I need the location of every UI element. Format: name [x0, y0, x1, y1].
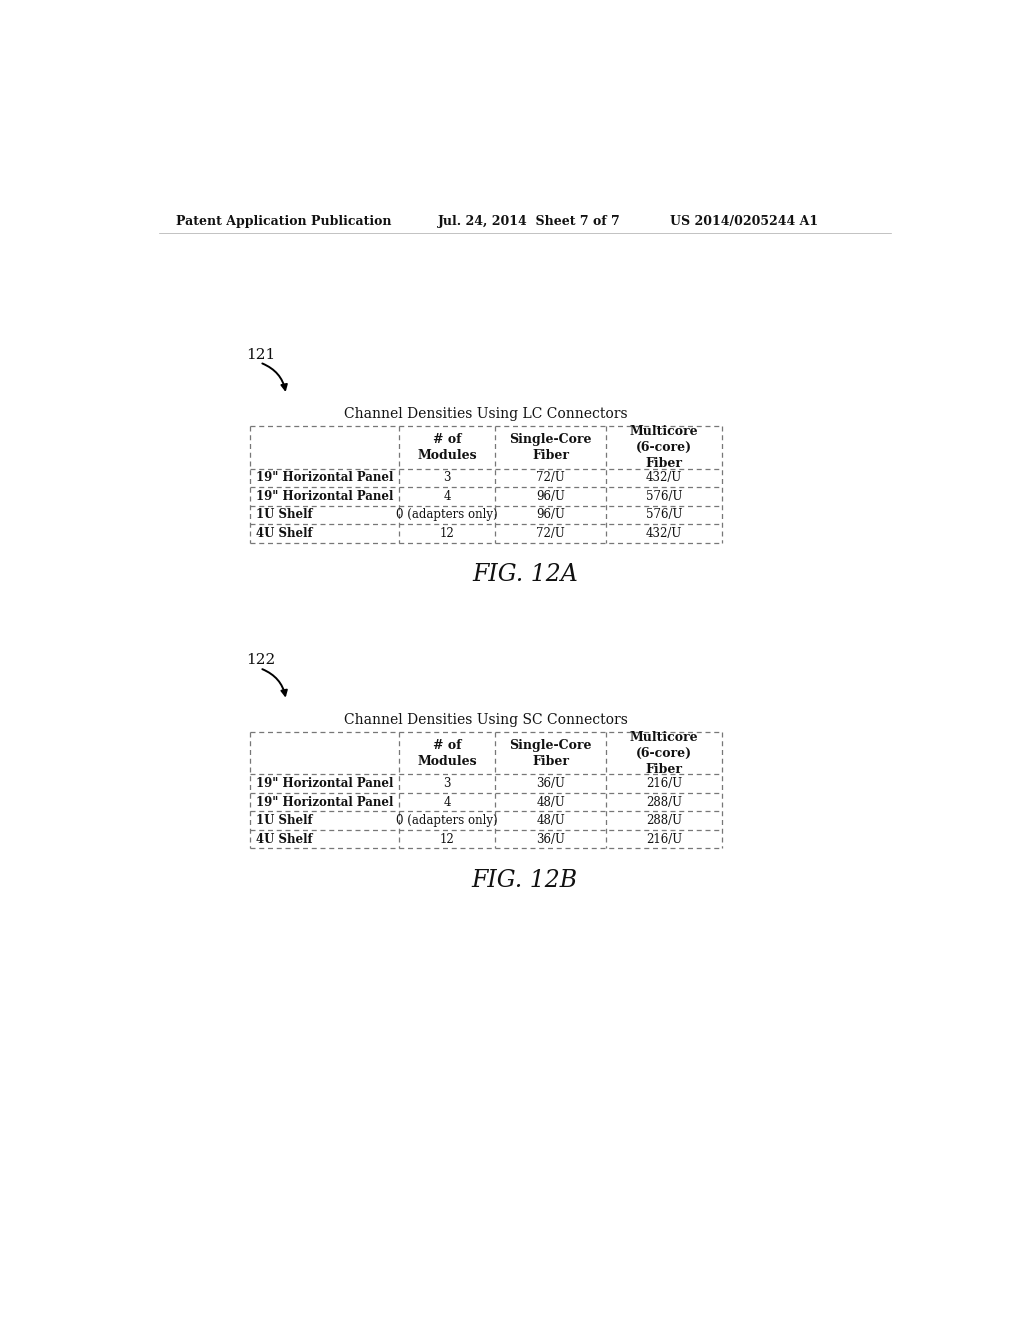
- Text: 4U Shelf: 4U Shelf: [256, 833, 312, 846]
- Text: 432/U: 432/U: [646, 527, 682, 540]
- Text: 432/U: 432/U: [646, 471, 682, 484]
- Text: 48/U: 48/U: [537, 796, 565, 809]
- Text: 36/U: 36/U: [537, 777, 565, 791]
- Text: 1U Shelf: 1U Shelf: [256, 814, 312, 828]
- Text: US 2014/0205244 A1: US 2014/0205244 A1: [671, 215, 818, 228]
- Text: Channel Densities Using LC Connectors: Channel Densities Using LC Connectors: [344, 407, 628, 421]
- Text: 0 (adapters only): 0 (adapters only): [396, 508, 498, 521]
- Text: Single-Core
Fiber: Single-Core Fiber: [510, 433, 592, 462]
- Text: 216/U: 216/U: [646, 833, 682, 846]
- Text: 288/U: 288/U: [646, 814, 682, 828]
- Text: 12: 12: [439, 527, 455, 540]
- Text: 96/U: 96/U: [537, 508, 565, 521]
- Text: Channel Densities Using SC Connectors: Channel Densities Using SC Connectors: [344, 713, 628, 727]
- Text: 122: 122: [246, 653, 275, 668]
- Text: 4: 4: [443, 490, 451, 503]
- Text: 19" Horizontal Panel: 19" Horizontal Panel: [256, 796, 393, 809]
- Text: Jul. 24, 2014  Sheet 7 of 7: Jul. 24, 2014 Sheet 7 of 7: [438, 215, 621, 228]
- Text: 72/U: 72/U: [537, 527, 565, 540]
- Text: 36/U: 36/U: [537, 833, 565, 846]
- Text: 216/U: 216/U: [646, 777, 682, 791]
- Text: 4U Shelf: 4U Shelf: [256, 527, 312, 540]
- Text: 3: 3: [443, 471, 451, 484]
- Text: 1U Shelf: 1U Shelf: [256, 508, 312, 521]
- Text: 19" Horizontal Panel: 19" Horizontal Panel: [256, 777, 393, 791]
- Text: 3: 3: [443, 777, 451, 791]
- Text: Multicore
(6-core)
Fiber: Multicore (6-core) Fiber: [630, 425, 698, 470]
- Text: 0 (adapters only): 0 (adapters only): [396, 814, 498, 828]
- Text: Multicore
(6-core)
Fiber: Multicore (6-core) Fiber: [630, 731, 698, 776]
- Text: 48/U: 48/U: [537, 814, 565, 828]
- Text: 576/U: 576/U: [646, 490, 682, 503]
- Text: Single-Core
Fiber: Single-Core Fiber: [510, 739, 592, 768]
- Text: 72/U: 72/U: [537, 471, 565, 484]
- Text: FIG. 12A: FIG. 12A: [472, 564, 578, 586]
- Text: 12: 12: [439, 833, 455, 846]
- Text: 4: 4: [443, 796, 451, 809]
- Text: 19" Horizontal Panel: 19" Horizontal Panel: [256, 471, 393, 484]
- Text: Patent Application Publication: Patent Application Publication: [176, 215, 391, 228]
- Text: # of
Modules: # of Modules: [418, 433, 477, 462]
- Text: 96/U: 96/U: [537, 490, 565, 503]
- Text: # of
Modules: # of Modules: [418, 739, 477, 768]
- Text: 288/U: 288/U: [646, 796, 682, 809]
- Text: FIG. 12B: FIG. 12B: [472, 869, 578, 892]
- Text: 576/U: 576/U: [646, 508, 682, 521]
- Text: 121: 121: [246, 347, 275, 362]
- Text: 19" Horizontal Panel: 19" Horizontal Panel: [256, 490, 393, 503]
